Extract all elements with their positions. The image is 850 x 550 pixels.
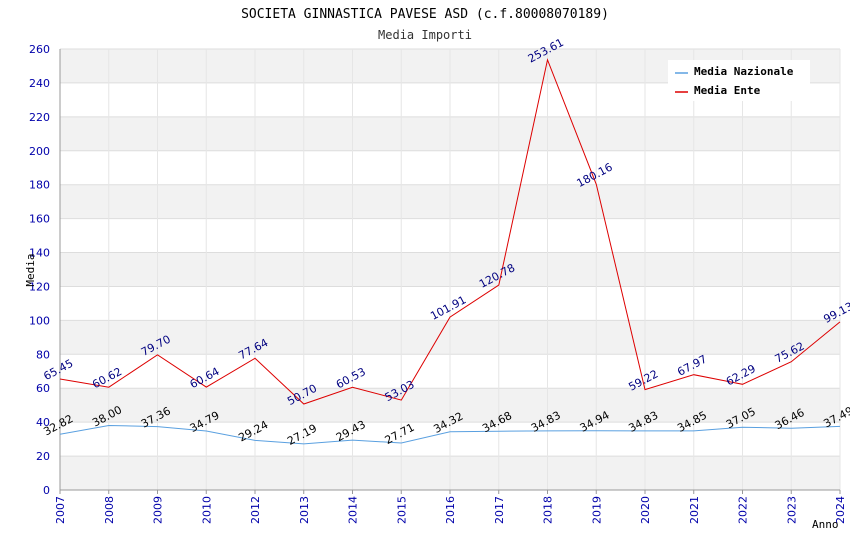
x-tick-label: 2010	[200, 496, 213, 524]
y-tick-label: 200	[29, 145, 50, 158]
y-tick-label: 100	[29, 314, 50, 327]
y-tick-label: 80	[36, 348, 50, 361]
legend: Media Nazionale Media Ente	[668, 60, 810, 101]
x-tick-label: 2022	[737, 496, 750, 524]
x-axis-label: Anno	[812, 518, 839, 531]
y-tick-label: 20	[36, 450, 50, 463]
y-tick-label: 180	[29, 179, 50, 192]
chart-subtitle: Media Importi	[378, 28, 472, 42]
y-axis-label: Media	[24, 253, 37, 286]
y-tick-label: 160	[29, 213, 50, 226]
x-tick-label: 2008	[103, 496, 116, 524]
y-tick-label: 60	[36, 382, 50, 395]
series-lines	[59, 58, 841, 445]
y-tick-label: 260	[29, 43, 50, 56]
y-tick-label: 40	[36, 416, 50, 429]
x-tick-label: 2007	[54, 496, 67, 524]
x-tick-label: 2017	[493, 496, 506, 524]
x-tick-label: 2024	[834, 496, 847, 524]
y-tick-label: 140	[29, 247, 50, 260]
x-tick-label: 2019	[590, 496, 603, 524]
x-tick-labels: 2007 2008 2009 2010 2012 2013 2014 2015 2016 2017…	[54, 496, 847, 524]
chart-title: SOCIETA GINNASTICA PAVESE ASD (c.f.80008…	[241, 7, 609, 22]
legend-label-media-ente: Media Ente	[694, 84, 761, 97]
x-tick-label: 2009	[152, 496, 165, 524]
y-tick-labels: 0 20 40 60 80 100 120 140 160 180 200 220 240 260	[29, 43, 50, 497]
y-tick-label: 220	[29, 111, 50, 124]
x-tick-label: 2023	[785, 496, 798, 524]
x-tick-label: 2012	[249, 496, 262, 524]
x-tick-label: 2016	[444, 496, 457, 524]
series-line-media-nazionale	[59, 424, 841, 445]
data-label: 60.64	[188, 365, 222, 391]
x-tick-label: 2014	[347, 496, 360, 524]
y-tick-label: 0	[43, 484, 50, 497]
y-tick-label: 120	[29, 280, 50, 293]
x-tick-label: 2021	[688, 496, 701, 524]
legend-label-media-nazionale: Media Nazionale	[694, 65, 794, 78]
x-tick-label: 2013	[298, 496, 311, 524]
x-tick-label: 2015	[395, 496, 408, 524]
x-tick-label: 2018	[542, 496, 555, 524]
x-tick-label: 2020	[639, 496, 652, 524]
data-label: 101.91	[428, 293, 468, 323]
y-tick-label: 240	[29, 77, 50, 90]
legend-box	[668, 60, 810, 101]
series-line-media-ente	[59, 58, 841, 405]
